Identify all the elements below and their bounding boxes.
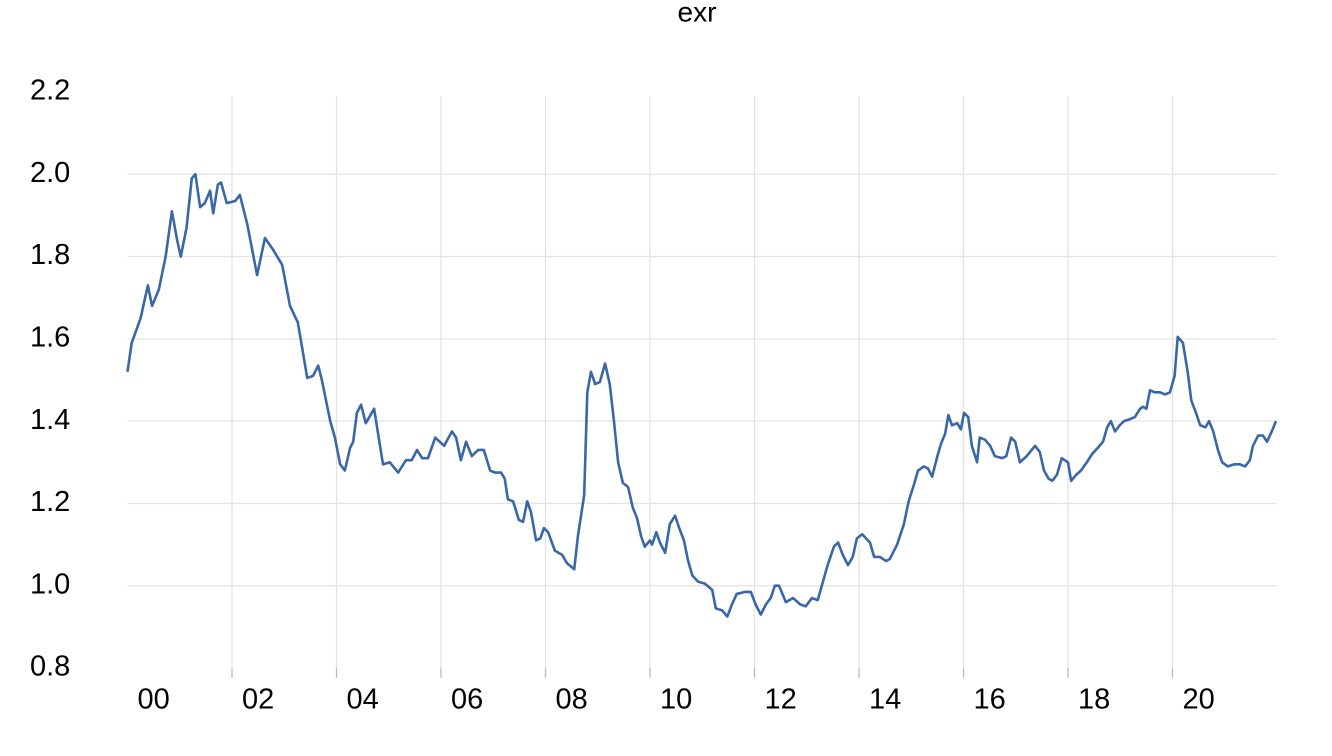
x-tick-label: 10 <box>660 684 692 716</box>
x-tick-label: 12 <box>764 684 796 716</box>
x-tick-label: 20 <box>1182 684 1214 716</box>
y-tick-label: 2.2 <box>30 75 70 107</box>
chart-title: exr <box>678 0 717 27</box>
x-tick-label: 16 <box>973 684 1005 716</box>
y-tick-label: 1.4 <box>30 404 70 436</box>
y-tick-label: 1.0 <box>30 568 70 600</box>
x-tick-label: 08 <box>555 684 587 716</box>
x-tick-label: 18 <box>1078 684 1110 716</box>
x-tick-label: 00 <box>137 684 169 716</box>
y-tick-label: 0.8 <box>30 651 70 683</box>
y-tick-label: 1.6 <box>30 322 70 354</box>
y-tick-label: 1.2 <box>30 486 70 518</box>
x-tick-label: 04 <box>346 684 378 716</box>
x-tick-label: 14 <box>869 684 901 716</box>
y-tick-label: 2.0 <box>30 157 70 189</box>
y-tick-label: 1.8 <box>30 239 70 271</box>
x-tick-label: 06 <box>451 684 483 716</box>
series-line <box>126 172 1278 618</box>
x-tick-label: 02 <box>242 684 274 716</box>
